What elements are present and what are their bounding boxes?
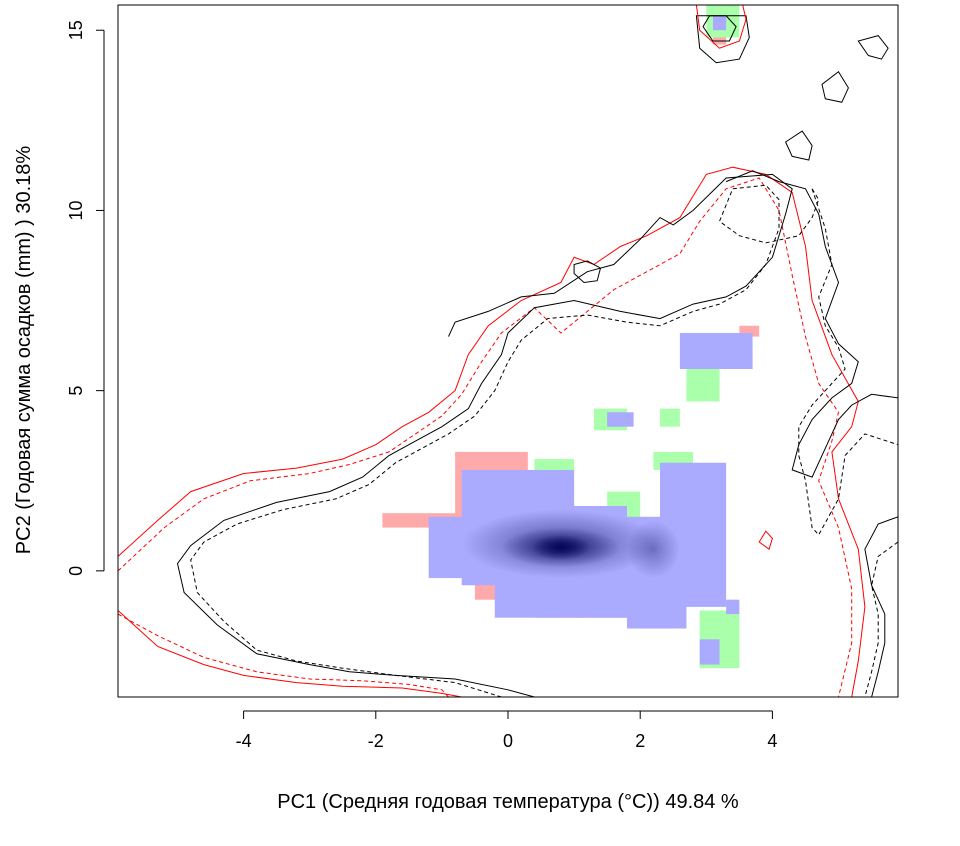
y-tick-label-1: 5 [66, 386, 86, 396]
contour-red-solid-bottom [118, 610, 462, 697]
blue-cell-6 [726, 599, 740, 615]
x-axis-title: PC1 (Средняя годовая температура (°C)) 4… [277, 791, 739, 813]
plot-area [118, 5, 898, 697]
contour-black-island-5 [702, 15, 737, 42]
y-tick-label-0: 0 [66, 566, 86, 576]
contour-red-solid [118, 166, 866, 697]
x-tick-label-3: 2 [635, 731, 645, 751]
contour-black-solid-right [725, 170, 898, 478]
blue-cell-7 [699, 639, 720, 665]
density-peak-3 [626, 520, 680, 579]
x-tick-label-4: 4 [767, 731, 777, 751]
contour-black-island-3 [784, 130, 813, 161]
blue-cell-8 [679, 332, 753, 370]
blue-cell-10 [712, 15, 727, 31]
contour-black-island-4 [695, 15, 750, 64]
x-tick-label-0: -4 [236, 731, 252, 751]
contour-black-solid-lower-right [864, 516, 898, 697]
contour-black-island-6 [573, 260, 602, 284]
contour-black-dashed-right [798, 188, 898, 536]
x-tick-label-2: 0 [503, 731, 513, 751]
contour-red-island-1 [695, 5, 747, 49]
y-axis-title: PC2 (Годовая сумма осадков (mm) ) 30.18% [13, 146, 35, 555]
contour-black-dashed [190, 184, 820, 697]
y-tick-label-2: 10 [66, 200, 86, 220]
density-peak-2 [531, 534, 591, 561]
contour-black-island-2 [821, 70, 849, 103]
contour-lines [118, 5, 898, 697]
contour-red-island-2 [758, 530, 773, 551]
pink-cell-6 [739, 325, 760, 337]
contour-red-dashed [118, 177, 853, 697]
contour-red-dashed-bottom [118, 613, 449, 697]
blue-cell-9 [607, 412, 634, 427]
x-tick-label-1: -2 [368, 731, 384, 751]
green-cell-7 [660, 408, 680, 427]
y-tick-label-3: 15 [66, 20, 86, 40]
contour-black-solid [176, 173, 793, 697]
plot-frame [117, 4, 899, 698]
y-axis: 0 5 10 15 [66, 20, 105, 576]
x-axis: -4 -2 0 2 4 [236, 710, 777, 751]
contour-black-dashed-lower-right [864, 541, 898, 697]
contour-black-island-1 [857, 35, 889, 60]
density-core [461, 509, 680, 579]
